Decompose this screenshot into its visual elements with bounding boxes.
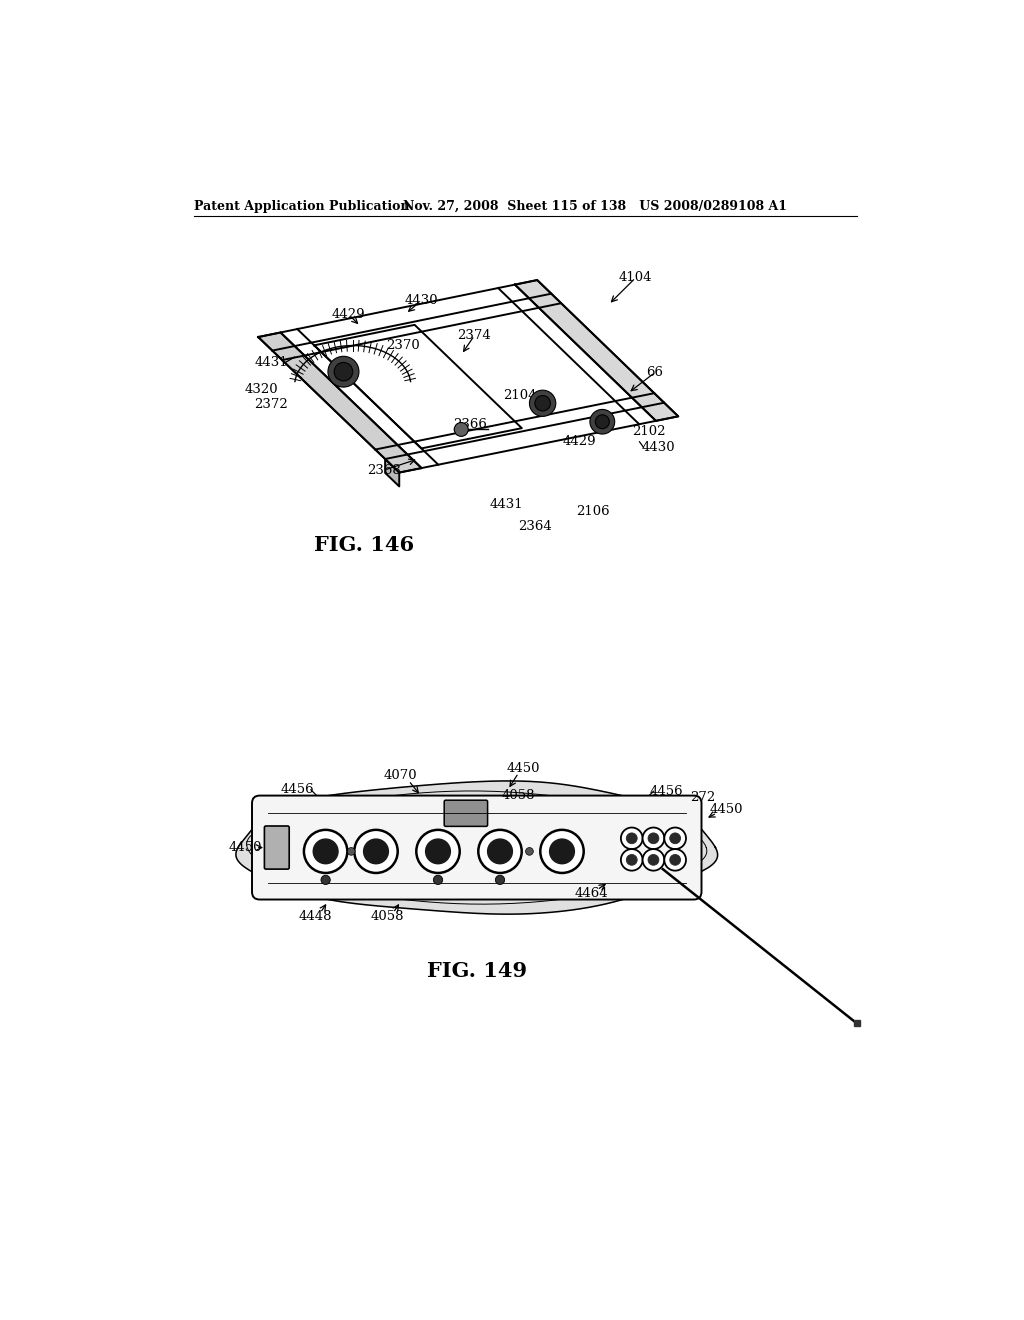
Text: 4104: 4104 (618, 271, 652, 284)
Circle shape (595, 414, 609, 429)
Circle shape (541, 830, 584, 873)
Circle shape (354, 830, 397, 873)
Polygon shape (258, 333, 422, 473)
Text: 4070: 4070 (384, 770, 418, 783)
Circle shape (643, 828, 665, 849)
Text: 272: 272 (690, 791, 716, 804)
Text: 2106: 2106 (577, 504, 610, 517)
Circle shape (433, 875, 442, 884)
Circle shape (665, 849, 686, 871)
Text: 4429: 4429 (562, 436, 596, 449)
Text: 4464: 4464 (574, 887, 608, 900)
Text: 4448: 4448 (299, 911, 333, 924)
Circle shape (643, 849, 665, 871)
Text: 2104: 2104 (503, 389, 537, 403)
Text: 4430: 4430 (404, 294, 438, 308)
Text: Patent Application Publication: Patent Application Publication (194, 199, 410, 213)
Circle shape (496, 875, 505, 884)
Text: FIG. 146: FIG. 146 (314, 535, 415, 554)
Circle shape (426, 840, 451, 863)
Text: 2372: 2372 (255, 399, 288, 412)
FancyBboxPatch shape (444, 800, 487, 826)
Circle shape (670, 833, 681, 843)
Polygon shape (515, 280, 678, 421)
Text: 4431: 4431 (489, 499, 523, 511)
Text: 4450: 4450 (507, 762, 540, 775)
Circle shape (328, 356, 359, 387)
Circle shape (321, 875, 331, 884)
Circle shape (304, 830, 347, 873)
Circle shape (347, 847, 355, 855)
Circle shape (417, 830, 460, 873)
FancyBboxPatch shape (252, 796, 701, 899)
Polygon shape (236, 781, 718, 915)
Text: 4456: 4456 (281, 783, 313, 796)
Text: 4320: 4320 (245, 383, 279, 396)
Circle shape (627, 833, 637, 843)
Text: 2364: 2364 (518, 520, 552, 533)
Text: 4431: 4431 (255, 356, 288, 370)
Circle shape (525, 847, 534, 855)
Text: FIG. 149: FIG. 149 (427, 961, 526, 981)
Text: 4430: 4430 (642, 441, 676, 454)
Circle shape (334, 363, 352, 381)
Text: 2366: 2366 (454, 417, 487, 430)
Circle shape (478, 830, 521, 873)
Circle shape (535, 396, 550, 411)
Circle shape (621, 828, 643, 849)
Circle shape (529, 391, 556, 416)
Text: 4450: 4450 (229, 841, 262, 854)
Text: 2102: 2102 (632, 425, 666, 438)
Circle shape (455, 422, 468, 437)
Polygon shape (385, 459, 399, 487)
Text: 4450: 4450 (710, 803, 743, 816)
Circle shape (665, 828, 686, 849)
Circle shape (648, 833, 658, 843)
FancyBboxPatch shape (264, 826, 289, 869)
Circle shape (550, 840, 574, 863)
Circle shape (621, 849, 643, 871)
Circle shape (313, 840, 338, 863)
Text: 4058: 4058 (502, 789, 536, 803)
Text: Nov. 27, 2008  Sheet 115 of 138   US 2008/0289108 A1: Nov. 27, 2008 Sheet 115 of 138 US 2008/0… (403, 199, 787, 213)
Circle shape (648, 854, 658, 866)
Circle shape (590, 409, 614, 434)
Circle shape (627, 854, 637, 866)
Text: 4429: 4429 (332, 308, 366, 321)
Text: 2374: 2374 (458, 329, 492, 342)
Text: 2368: 2368 (367, 463, 400, 477)
Text: 4456: 4456 (650, 785, 683, 797)
Circle shape (670, 854, 681, 866)
Circle shape (364, 840, 388, 863)
Text: 4058: 4058 (371, 911, 404, 924)
Circle shape (487, 840, 512, 863)
Text: 66: 66 (646, 366, 664, 379)
Text: 2370: 2370 (386, 339, 420, 352)
